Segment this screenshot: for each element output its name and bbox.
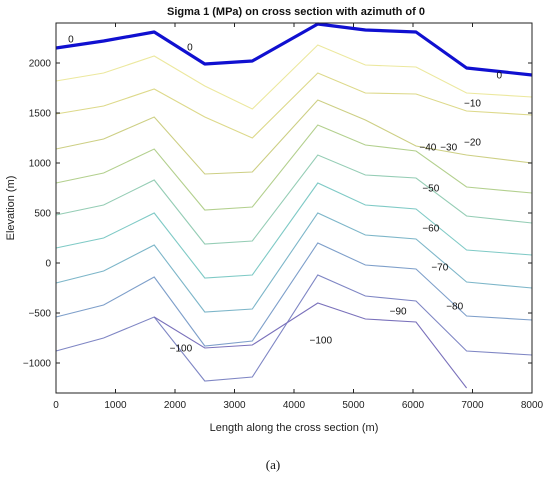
contour-label: 0 bbox=[497, 71, 503, 82]
topography-line-group bbox=[55, 22, 533, 77]
contour-line-minus-90 bbox=[153, 302, 468, 389]
contour-label: −60 bbox=[422, 224, 439, 235]
x-tick-label: 2000 bbox=[164, 400, 187, 411]
y-tick-label: 500 bbox=[34, 209, 51, 220]
x-tick-label: 3000 bbox=[223, 400, 246, 411]
contour-label: −100 bbox=[170, 344, 193, 355]
y-axis-label: Elevation (m) bbox=[5, 176, 17, 241]
contour-lines bbox=[55, 44, 533, 389]
y-tick-label: 0 bbox=[45, 259, 51, 270]
plot-frame bbox=[55, 22, 533, 394]
contour-label: −50 bbox=[422, 184, 439, 195]
contour-label: 0 bbox=[68, 35, 74, 46]
contour-line-0 bbox=[55, 44, 533, 110]
figure-caption: (a) bbox=[266, 457, 280, 472]
contour-label: −70 bbox=[431, 263, 448, 274]
contour-label: −10 bbox=[464, 99, 481, 110]
contour-label: −30 bbox=[440, 143, 457, 154]
contour-label: −100 bbox=[310, 336, 333, 347]
x-tick-label: 0 bbox=[53, 400, 59, 411]
x-tick-label: 7000 bbox=[461, 400, 484, 411]
contour-label: −90 bbox=[390, 307, 407, 318]
y-tick-label: 1000 bbox=[29, 159, 52, 170]
y-tick-label: 1500 bbox=[29, 109, 52, 120]
y-tick-label: 2000 bbox=[29, 59, 52, 70]
x-tick-label: 6000 bbox=[402, 400, 425, 411]
x-tick-label: 4000 bbox=[283, 400, 306, 411]
contour-labels: 0 0 0 −10 −20 −30 −40 −50 −60 −70 −80 −90 −100 −100 bbox=[68, 35, 502, 355]
contour-line-minus-60 bbox=[55, 212, 533, 313]
y-tick-label: −1000 bbox=[23, 359, 52, 370]
contour-line-minus-70 bbox=[55, 242, 533, 347]
y-tick-label: −500 bbox=[28, 309, 51, 320]
x-tick-label: 1000 bbox=[104, 400, 127, 411]
contour-label: −40 bbox=[419, 143, 436, 154]
contour-label: −20 bbox=[464, 138, 481, 149]
contour-label: −80 bbox=[446, 302, 463, 313]
x-axis-label: Length along the cross section (m) bbox=[210, 422, 379, 434]
contour-line-minus-50 bbox=[55, 182, 533, 279]
x-tick-label: 8000 bbox=[521, 400, 544, 411]
contour-line-minus-80 bbox=[55, 274, 533, 382]
contour-line-minus-10 bbox=[55, 72, 533, 139]
contour-line-minus-20 bbox=[55, 99, 533, 175]
chart-title: Sigma 1 (MPa) on cross section with azim… bbox=[167, 6, 425, 18]
contour-line-minus-30 bbox=[55, 124, 533, 211]
x-tick-label: 5000 bbox=[342, 400, 365, 411]
topography-line bbox=[55, 22, 533, 77]
contour-line-minus-40 bbox=[55, 154, 533, 245]
x-axis-ticks: 0 1000 2000 3000 4000 5000 6000 7000 8000 bbox=[53, 23, 544, 411]
contour-label: 0 bbox=[187, 43, 193, 54]
